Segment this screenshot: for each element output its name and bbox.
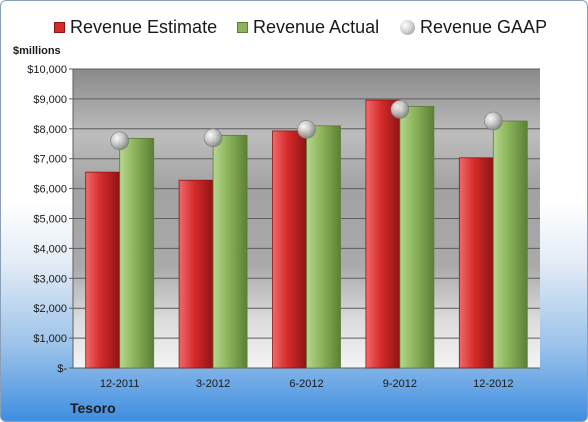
x-tick-label: 9-2012 (383, 378, 417, 390)
gaap-marker (203, 128, 223, 148)
legend-item-revenue-estimate: Revenue Estimate (54, 15, 217, 39)
gaap-markers (110, 100, 503, 151)
y-tick-label: $1,000 (33, 333, 67, 345)
bar-revenue-actual (306, 125, 341, 369)
bar-revenue-actual (399, 105, 435, 369)
bars (85, 99, 528, 369)
bar-revenue-actual (492, 120, 528, 369)
legend: Revenue Estimate Revenue Actual Revenue … (1, 15, 587, 39)
gaap-marker (297, 120, 316, 139)
x-tick-label: 6-2012 (289, 378, 323, 390)
company-label: Tesoro (70, 400, 116, 416)
legend-swatch-red (54, 21, 65, 33)
legend-label-revenue-estimate: Revenue Estimate (70, 16, 218, 37)
x-tick-label: 12-2011 (100, 378, 140, 390)
bar-revenue-estimate (458, 157, 494, 369)
y-tick-label: $3,000 (33, 273, 67, 285)
y-tick-label: $6,000 (33, 184, 67, 196)
y-tick-label: $10,000 (27, 64, 67, 76)
y-axis-unit-label: $millions (13, 45, 61, 57)
y-tick-label: $2,000 (33, 303, 67, 315)
legend-item-revenue-actual: Revenue Actual (237, 15, 379, 39)
x-axis-ticks: 12-2011 3-2012 6-2012 9-2012 12-2012 (100, 378, 514, 390)
y-tick-label: $- (57, 363, 67, 375)
y-tick-label: $8,000 (33, 124, 67, 136)
legend-label-revenue-gaap: Revenue GAAP (420, 16, 548, 37)
gaap-marker (110, 131, 129, 151)
bar-revenue-actual (212, 134, 248, 369)
y-axis-ticks: $- $1,000 $2,000 $3,000 $4,000 $5,000 $6,000 $7… (27, 64, 74, 375)
bar-revenue-estimate (178, 179, 214, 369)
y-tick-label: $9,000 (33, 94, 67, 106)
gaap-marker (390, 100, 410, 119)
x-tick-label: 12-2012 (473, 378, 513, 390)
legend-swatch-green (237, 21, 248, 33)
legend-swatch-marker (400, 19, 415, 35)
legend-label-revenue-actual: Revenue Actual (253, 16, 380, 37)
bar-revenue-estimate (365, 99, 401, 369)
bar-revenue-estimate (272, 130, 307, 369)
bar-revenue-estimate (85, 171, 121, 369)
y-tick-label: $5,000 (33, 214, 67, 226)
y-tick-label: $7,000 (33, 154, 67, 166)
legend-item-revenue-gaap: Revenue GAAP (400, 15, 547, 39)
y-tick-label: $4,000 (33, 243, 67, 255)
gaap-marker (483, 111, 503, 131)
bar-revenue-actual (119, 137, 155, 369)
x-tick-label: 3-2012 (196, 378, 230, 390)
